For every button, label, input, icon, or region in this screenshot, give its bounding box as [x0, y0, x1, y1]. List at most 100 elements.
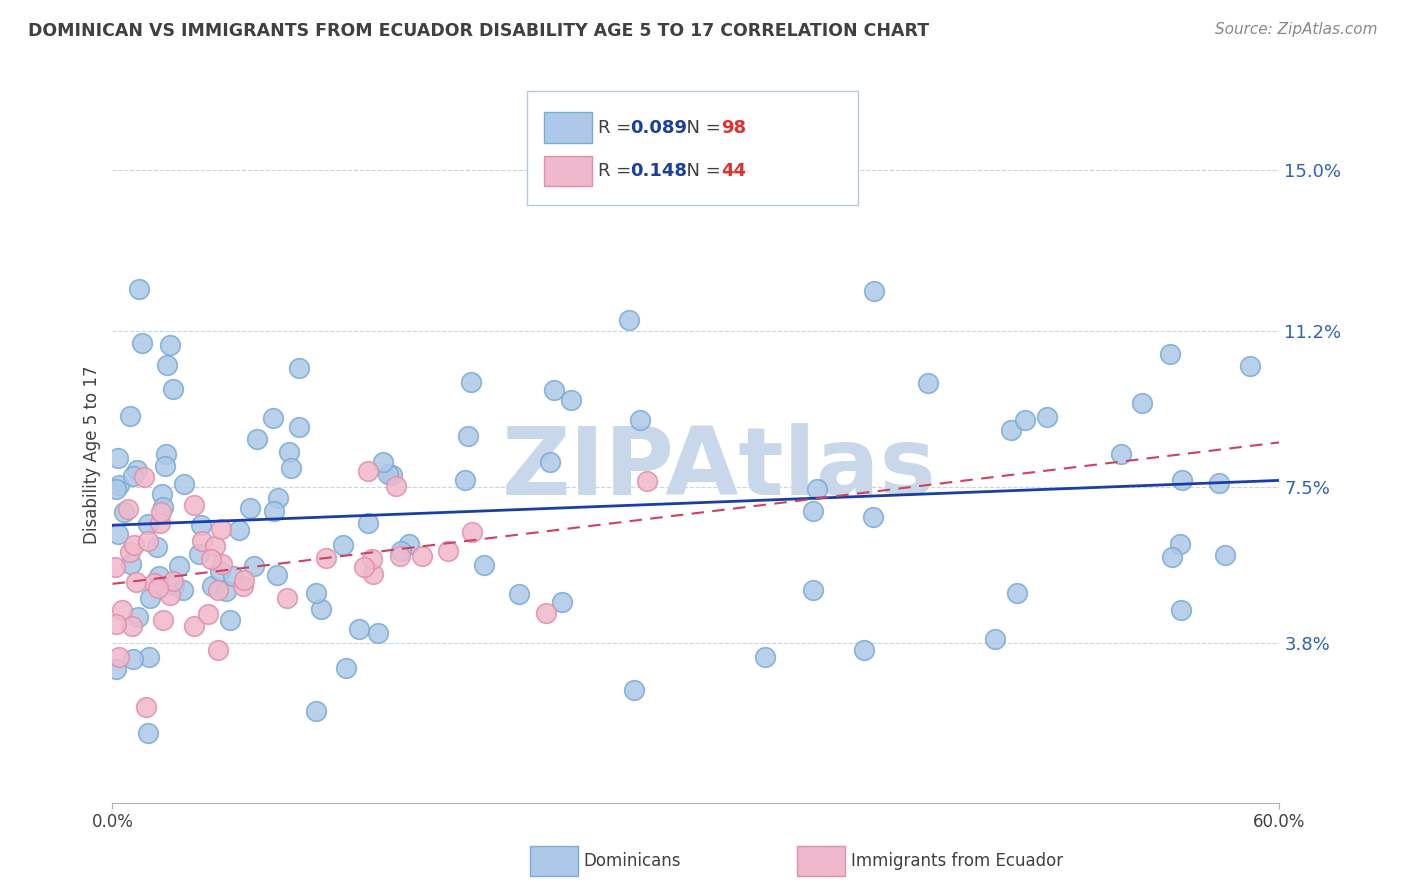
Point	[243, 559, 266, 574]
Point	[152, 613, 174, 627]
Point	[103, 559, 125, 574]
Point	[411, 549, 433, 563]
Point	[127, 609, 149, 624]
Point	[107, 450, 129, 465]
Point	[231, 579, 253, 593]
Point	[862, 285, 884, 299]
Point	[852, 643, 875, 657]
Point	[105, 662, 128, 676]
Point	[118, 545, 141, 559]
Point	[245, 432, 267, 446]
Point	[801, 582, 824, 597]
Point	[155, 447, 177, 461]
Point	[315, 550, 337, 565]
Point	[148, 569, 170, 583]
Point	[543, 383, 565, 397]
Point	[183, 498, 205, 512]
Point	[623, 682, 645, 697]
Point	[353, 560, 375, 574]
Point	[167, 559, 190, 574]
Text: R =: R =	[598, 119, 637, 136]
Point	[263, 504, 285, 518]
Point	[984, 632, 1007, 646]
Point	[377, 467, 399, 482]
Point	[122, 651, 145, 665]
Point	[197, 607, 219, 622]
Point	[636, 475, 658, 489]
Point	[139, 591, 162, 605]
Point	[162, 382, 184, 396]
Point	[221, 569, 243, 583]
Point	[384, 479, 406, 493]
Point	[149, 516, 172, 530]
Point	[266, 567, 288, 582]
Point	[1170, 537, 1192, 551]
Point	[138, 725, 160, 739]
Point	[172, 582, 194, 597]
Text: Source: ZipAtlas.com: Source: ZipAtlas.com	[1215, 22, 1378, 37]
Point	[335, 661, 357, 675]
Text: ZIPAtlas: ZIPAtlas	[502, 423, 936, 515]
Point	[1159, 347, 1181, 361]
Point	[111, 602, 134, 616]
Point	[121, 619, 143, 633]
Point	[806, 482, 828, 496]
Text: 44: 44	[721, 162, 747, 180]
Point	[457, 429, 479, 443]
Point	[239, 500, 262, 515]
Point	[349, 622, 371, 636]
Point	[107, 527, 129, 541]
Text: Dominicans: Dominicans	[583, 852, 681, 870]
Point	[630, 413, 652, 427]
Point	[112, 505, 135, 519]
Point	[122, 538, 145, 552]
Point	[120, 557, 142, 571]
Point	[211, 557, 233, 571]
Point	[1208, 475, 1230, 490]
Point	[367, 625, 389, 640]
Point	[135, 699, 157, 714]
Point	[153, 459, 176, 474]
Point	[152, 500, 174, 514]
Point	[187, 548, 209, 562]
Point	[1000, 423, 1022, 437]
Point	[1170, 603, 1192, 617]
Point	[228, 523, 250, 537]
Point	[398, 537, 420, 551]
Point	[373, 455, 395, 469]
Point	[107, 477, 129, 491]
Point	[120, 409, 142, 424]
Point	[162, 574, 184, 588]
Point	[201, 578, 224, 592]
Text: 0.089: 0.089	[630, 119, 688, 136]
Point	[136, 517, 159, 532]
Text: R =: R =	[598, 162, 637, 180]
Point	[117, 502, 139, 516]
Point	[454, 473, 477, 487]
Point	[288, 361, 311, 376]
Point	[204, 539, 226, 553]
Point	[437, 543, 460, 558]
Point	[107, 649, 129, 664]
Point	[209, 564, 232, 578]
Point	[219, 613, 242, 627]
Point	[1111, 447, 1133, 461]
Point	[128, 282, 150, 296]
Point	[305, 704, 328, 718]
Point	[360, 551, 382, 566]
Point	[146, 540, 169, 554]
Point	[200, 551, 222, 566]
Point	[1036, 409, 1059, 424]
Point	[803, 504, 825, 518]
Point	[155, 358, 177, 372]
Point	[305, 585, 328, 599]
Point	[159, 588, 181, 602]
Point	[163, 578, 186, 592]
Point	[536, 607, 558, 621]
Point	[276, 591, 298, 606]
Text: N =: N =	[675, 119, 727, 136]
Point	[233, 573, 256, 587]
Point	[460, 375, 482, 389]
Point	[138, 649, 160, 664]
Text: DOMINICAN VS IMMIGRANTS FROM ECUADOR DISABILITY AGE 5 TO 17 CORRELATION CHART: DOMINICAN VS IMMIGRANTS FROM ECUADOR DIS…	[28, 22, 929, 40]
